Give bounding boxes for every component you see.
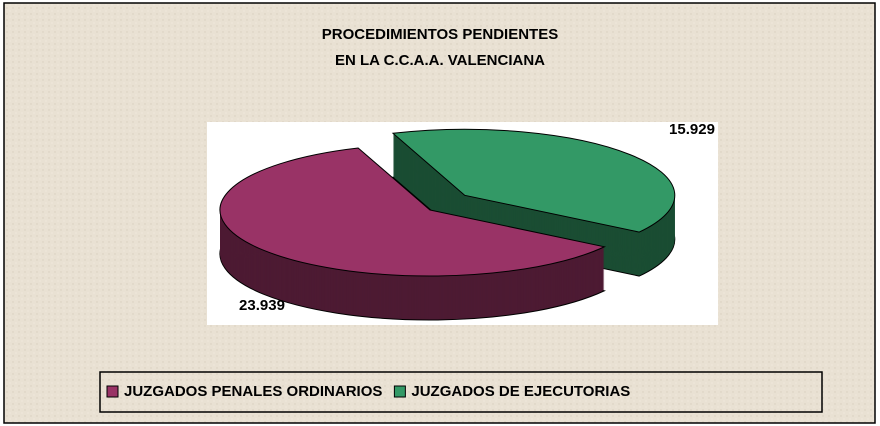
legend-label: JUZGADOS DE EJECUTORIAS xyxy=(411,383,630,400)
slice-top xyxy=(391,128,676,233)
chart-title: PROCEDIMIENTOS PENDIENTES xyxy=(322,26,558,43)
pie-slice xyxy=(391,128,676,277)
chart-title: EN LA C.C.A.A. VALENCIANA xyxy=(335,52,545,69)
data-label: 15.929 xyxy=(669,121,715,138)
legend-swatch xyxy=(393,385,406,398)
data-label: 23.939 xyxy=(239,297,285,314)
legend-box xyxy=(99,371,823,413)
legend-label: JUZGADOS PENALES ORDINARIOS xyxy=(124,383,382,400)
pie-slice xyxy=(219,147,607,321)
slice-top xyxy=(219,147,607,277)
legend-swatch xyxy=(106,385,119,398)
